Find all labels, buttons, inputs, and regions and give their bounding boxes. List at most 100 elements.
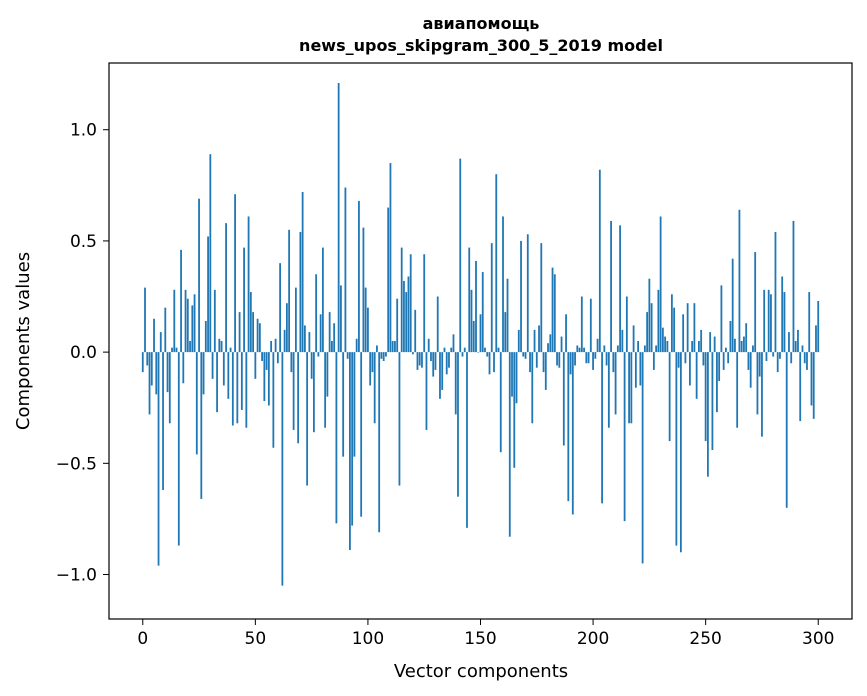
bar-30 xyxy=(209,154,212,353)
bar-184 xyxy=(556,352,558,366)
bar-142 xyxy=(461,352,464,357)
bar-290 xyxy=(794,341,797,353)
bar-293 xyxy=(801,345,804,353)
bar-22 xyxy=(191,305,194,353)
bar-12 xyxy=(168,352,171,424)
bar-13 xyxy=(171,347,173,353)
bar-296 xyxy=(808,292,811,353)
bar-201 xyxy=(594,352,597,359)
bar-195 xyxy=(580,296,583,353)
bar-158 xyxy=(497,347,500,353)
bar-0 xyxy=(141,352,144,373)
bar-250 xyxy=(704,352,707,442)
bar-89 xyxy=(342,352,345,457)
bar-267 xyxy=(743,336,745,353)
bar-83 xyxy=(328,312,331,353)
bar-112 xyxy=(394,341,396,353)
bar-191 xyxy=(571,352,574,515)
bar-275 xyxy=(761,352,763,437)
x-tick-label: 200 xyxy=(577,629,609,649)
bar-94 xyxy=(353,352,356,457)
x-tick-label: 300 xyxy=(802,629,834,649)
bar-81 xyxy=(324,352,327,428)
bar-20 xyxy=(186,298,189,353)
bar-180 xyxy=(547,343,549,353)
y-axis-ticks: −1.0 −0.5 0.0 0.5 1.0 xyxy=(56,121,109,586)
bar-25 xyxy=(198,198,200,353)
bar-227 xyxy=(652,352,655,370)
y-tick-label: −1.0 xyxy=(56,566,97,586)
bar-97 xyxy=(360,352,363,517)
bar-57 xyxy=(270,341,273,353)
bar-126 xyxy=(425,352,428,430)
bar-98 xyxy=(362,227,365,353)
bar-107 xyxy=(382,352,385,362)
bar-150 xyxy=(479,314,482,353)
bar-151 xyxy=(481,272,484,353)
bar-80 xyxy=(321,247,324,353)
bar-163 xyxy=(508,352,511,537)
bar-76 xyxy=(312,352,315,433)
bar-114 xyxy=(398,352,401,486)
bar-10 xyxy=(164,307,167,353)
bar-63 xyxy=(283,329,286,353)
bar-132 xyxy=(439,352,441,399)
bar-277 xyxy=(765,352,768,362)
bar-32 xyxy=(213,289,216,353)
bar-60 xyxy=(276,352,279,364)
bar-123 xyxy=(418,352,421,366)
bar-162 xyxy=(506,278,509,353)
bar-253 xyxy=(711,352,714,450)
bar-259 xyxy=(725,347,727,353)
bar-230 xyxy=(659,216,662,353)
bar-185 xyxy=(558,352,561,368)
bar-140 xyxy=(457,352,459,497)
bar-78 xyxy=(317,352,320,357)
bar-27 xyxy=(202,352,205,395)
bar-152 xyxy=(484,347,486,353)
bar-231 xyxy=(661,327,664,353)
bar-73 xyxy=(306,352,309,486)
bar-65 xyxy=(288,229,291,353)
bar-273 xyxy=(756,352,759,415)
bar-280 xyxy=(772,352,775,357)
bar-272 xyxy=(754,252,757,353)
bar-125 xyxy=(423,254,426,353)
bar-207 xyxy=(607,352,610,428)
bar-232 xyxy=(664,336,667,353)
bar-170 xyxy=(524,352,527,359)
bar-238 xyxy=(677,352,680,368)
bar-298 xyxy=(812,352,815,419)
bar-144 xyxy=(466,352,468,528)
bar-87 xyxy=(337,83,340,353)
y-axis-label: Components values xyxy=(13,252,34,430)
bar-18 xyxy=(182,352,185,384)
bar-209 xyxy=(612,352,615,373)
bar-104 xyxy=(376,345,378,353)
bar-154 xyxy=(488,352,491,375)
bar-286 xyxy=(785,352,788,508)
bar-157 xyxy=(495,174,498,353)
bar-270 xyxy=(749,352,752,388)
bar-155 xyxy=(490,243,493,353)
bar-264 xyxy=(736,352,739,428)
bar-165 xyxy=(513,352,516,468)
bar-23 xyxy=(193,294,196,353)
bar-46 xyxy=(245,352,248,428)
bar-166 xyxy=(515,352,518,404)
bar-278 xyxy=(767,289,770,353)
bar-111 xyxy=(391,341,394,353)
bar-206 xyxy=(605,352,608,366)
bar-291 xyxy=(797,329,799,353)
bar-252 xyxy=(709,332,712,353)
x-axis-label: Vector components xyxy=(394,661,568,682)
chart-title-line-2: news_upos_skipgram_300_5_2019 model xyxy=(299,36,663,55)
bar-110 xyxy=(389,163,392,353)
bar-131 xyxy=(436,296,439,353)
bar-262 xyxy=(731,258,734,353)
bar-74 xyxy=(308,332,311,353)
bar-2 xyxy=(146,352,149,366)
bar-16 xyxy=(177,352,180,546)
bar-37 xyxy=(225,223,227,353)
